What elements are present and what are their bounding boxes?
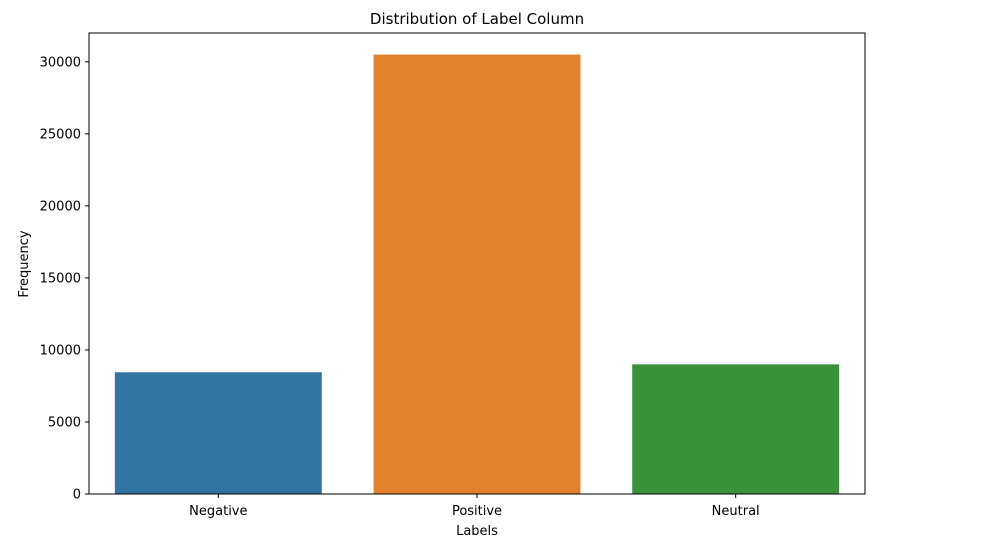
chart-title: Distribution of Label Column [370,10,584,28]
x-axis-label: Labels [456,524,498,539]
x-tick-label-positive: Positive [452,504,502,519]
y-tick-label: 30000 [40,55,81,70]
y-tick-label: 25000 [40,127,81,142]
plot-area: Negative Positive Neutral 0 5000 10000 15000 20… [40,32,866,519]
y-tick-label: 20000 [40,199,81,214]
bar-negative [114,372,322,494]
x-tick-label-negative: Negative [189,504,247,519]
y-tick-label: 5000 [48,415,81,430]
bar-positive [373,54,581,494]
y-tick-label: 0 [73,488,81,503]
y-axis-label: Frequency [17,230,32,297]
plot-frame [88,32,866,495]
y-tick-label: 15000 [40,271,81,286]
bar-neutral [632,364,840,494]
y-tick-label: 10000 [40,343,81,358]
x-tick-label-neutral: Neutral [712,504,760,519]
